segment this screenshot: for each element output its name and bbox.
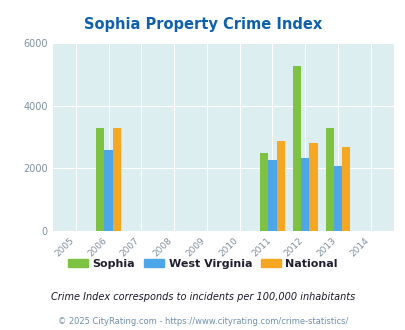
Bar <box>276 141 284 231</box>
Bar <box>260 153 268 231</box>
Legend: Sophia, West Virginia, National: Sophia, West Virginia, National <box>64 255 341 274</box>
Text: Sophia Property Crime Index: Sophia Property Crime Index <box>84 16 321 31</box>
Bar <box>341 147 350 231</box>
Bar <box>292 66 301 231</box>
Bar <box>96 128 104 231</box>
Bar <box>325 128 333 231</box>
Text: Crime Index corresponds to incidents per 100,000 inhabitants: Crime Index corresponds to incidents per… <box>51 292 354 302</box>
Bar <box>301 158 309 231</box>
Text: © 2025 CityRating.com - https://www.cityrating.com/crime-statistics/: © 2025 CityRating.com - https://www.city… <box>58 317 347 326</box>
Bar <box>112 128 121 231</box>
Bar <box>333 166 341 231</box>
Bar <box>309 143 317 231</box>
Bar <box>104 150 112 231</box>
Bar <box>268 160 276 231</box>
